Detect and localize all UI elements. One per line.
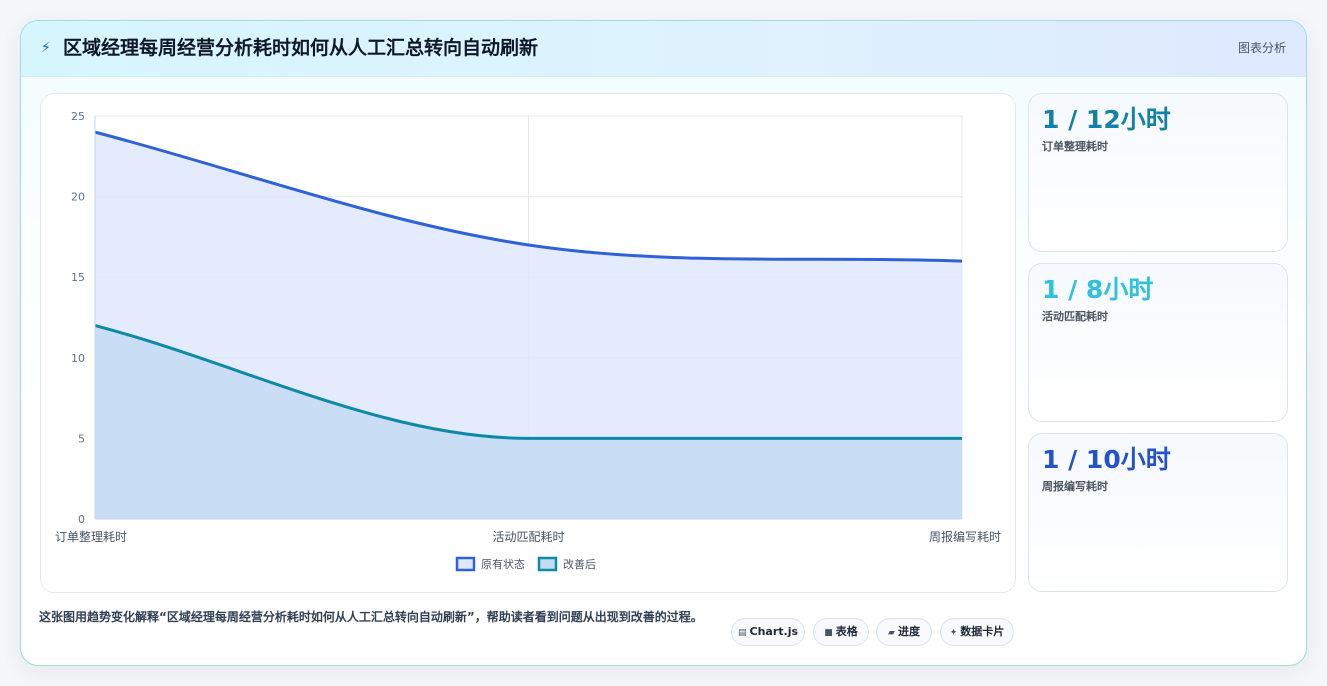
pill-label: Chart.js: [749, 625, 799, 638]
legend-swatch-0: [455, 556, 476, 572]
series-line-1: [94, 324, 962, 440]
page-title: 区域经理每周经营分析耗时如何从人工汇总转向自动刷新: [63, 37, 539, 59]
x-tick-label: 周报编写耗时: [929, 529, 1001, 544]
pill-label: 进度: [897, 625, 920, 638]
y-tick-label: 10: [71, 352, 85, 365]
stat-value: 1 / 10小时: [1042, 445, 1171, 474]
tag-pill-data-card[interactable]: ✦ 数据卡片: [940, 618, 1014, 646]
y-tick-label: 5: [78, 432, 85, 445]
y-tick-label: 20: [71, 191, 85, 204]
tag-pill-chartjs[interactable]: ▤ Chart.js: [731, 618, 805, 646]
x-tick-label: 订单整理耗时: [55, 529, 127, 544]
chart-panel: 0 5 10 15 20 25 订单整理耗时 活动匹配耗时 周报编写耗时原有状态 改善后: [40, 93, 1016, 593]
stat-label: 活动匹配耗时: [1042, 310, 1108, 323]
series-line-0: [94, 130, 963, 263]
bolt-icon: ⚡: [41, 40, 51, 56]
header-tag: 图表分析: [1237, 41, 1286, 55]
pill-label: 表格: [835, 625, 858, 638]
legend-label-0: 原有状态: [481, 557, 525, 571]
stat-label: 周报编写耗时: [1042, 480, 1108, 493]
stat-card-activity: 1 / 8小时 活动匹配耗时: [1028, 263, 1288, 422]
stat-card-report: 1 / 10小时 周报编写耗时: [1028, 433, 1288, 592]
pill-label: 数据卡片: [960, 625, 1005, 638]
chart-description: 这张图用趋势变化解释“区域经理每周经营分析耗时如何从人工汇总转向自动刷新”，帮助…: [39, 610, 703, 624]
card-header: ⚡ 区域经理每周经营分析耗时如何从人工汇总转向自动刷新 图表分析: [21, 21, 1306, 77]
stat-card-orders: 1 / 12小时 订单整理耗时: [1028, 93, 1288, 252]
chart-icon: ▤: [737, 628, 747, 638]
y-tick-label: 0: [78, 513, 85, 526]
tag-pill-table[interactable]: ■ 表格: [813, 618, 869, 646]
stat-value: 1 / 12小时: [1042, 105, 1171, 134]
analysis-card: ⚡ 区域经理每周经营分析耗时如何从人工汇总转向自动刷新 图表分析 0 5 10 15 2…: [20, 20, 1307, 666]
legend-swatch-1: [537, 556, 558, 572]
tag-pill-progress[interactable]: ▰ 进度: [876, 618, 932, 646]
y-tick-label: 25: [71, 110, 85, 123]
y-tick-label: 15: [71, 271, 85, 284]
legend-label-1: 改善后: [563, 557, 596, 571]
table-icon: ■: [824, 628, 833, 638]
stat-value: 1 / 8小时: [1042, 275, 1154, 304]
progress-icon: ▰: [888, 628, 895, 638]
sparkle-icon: ✦: [949, 628, 958, 638]
stat-label: 订单整理耗时: [1042, 140, 1108, 153]
x-tick-label: 活动匹配耗时: [492, 530, 564, 544]
series-area-1: [95, 325, 962, 519]
